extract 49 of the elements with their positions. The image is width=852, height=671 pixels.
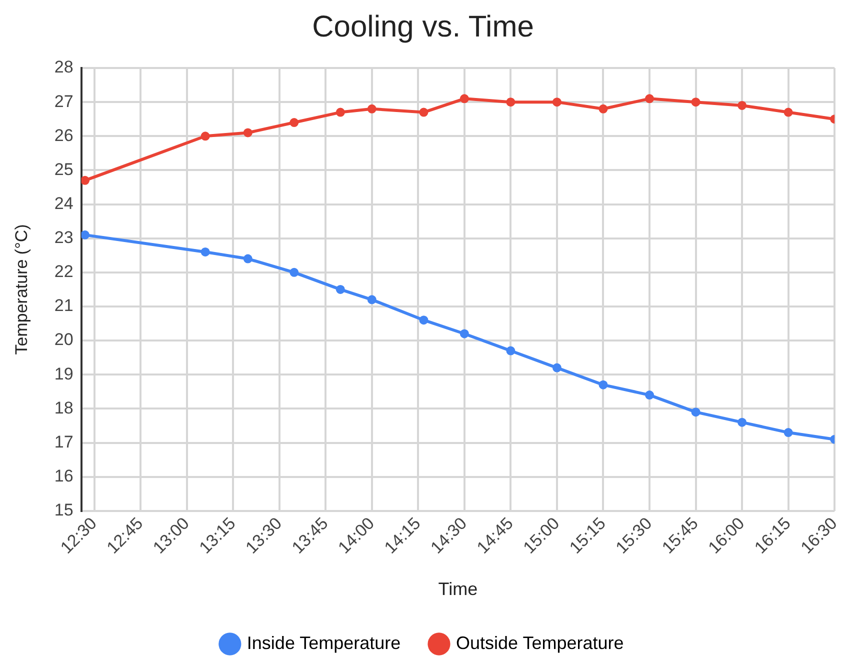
y-tick-label: 16 (54, 466, 74, 486)
point (738, 418, 747, 427)
y-tick-label: 18 (54, 398, 74, 418)
point (598, 104, 608, 114)
chart-title: Cooling vs. Time (312, 10, 534, 44)
point (367, 104, 376, 114)
point (243, 254, 252, 264)
y-axis-title: Temperature (°C) (12, 224, 31, 355)
point (738, 100, 747, 110)
point (367, 295, 376, 304)
point (200, 132, 210, 141)
y-tick-label: 20 (54, 330, 74, 350)
point (419, 316, 428, 325)
y-tick-label: 17 (54, 432, 74, 452)
y-tick-label: 22 (54, 262, 74, 282)
point (336, 108, 345, 117)
legend-label: Outside Temperature (456, 632, 624, 653)
point (419, 108, 428, 117)
point (290, 268, 299, 277)
y-tick-label: 26 (54, 126, 74, 145)
point (81, 176, 90, 185)
point (336, 284, 345, 294)
point (81, 230, 90, 240)
point (784, 108, 793, 117)
point (644, 390, 654, 400)
y-tick-label: 27 (54, 92, 74, 111)
y-tick-label: 21 (54, 296, 74, 316)
point (506, 98, 516, 107)
y-tick-label: 24 (54, 194, 74, 213)
y-tick-label: 25 (54, 160, 74, 179)
point (598, 380, 608, 390)
point (290, 118, 299, 128)
y-tick-label: 19 (54, 364, 74, 384)
point (552, 98, 562, 107)
point (243, 128, 252, 138)
point (552, 363, 562, 372)
point (691, 408, 700, 417)
point (644, 94, 654, 104)
y-tick-label: 28 (54, 58, 74, 77)
point (460, 94, 469, 104)
x-axis-title: Time (438, 579, 478, 600)
point (691, 98, 700, 107)
point (200, 247, 210, 256)
point (460, 329, 469, 338)
legend-label: Inside Temperature (246, 632, 401, 653)
y-tick-label: 23 (54, 228, 74, 248)
point (506, 346, 516, 356)
point (784, 428, 793, 438)
y-tick-label: 15 (54, 500, 74, 520)
